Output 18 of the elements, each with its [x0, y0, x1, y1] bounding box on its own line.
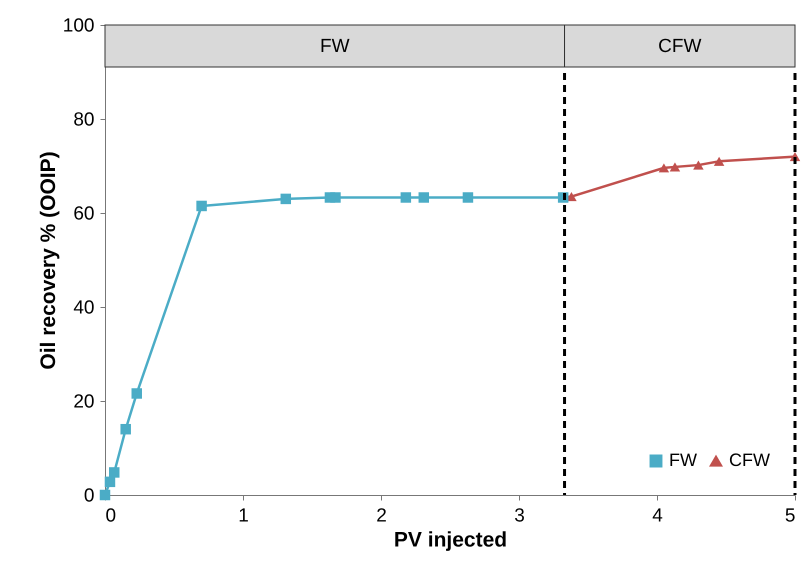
y-tick-label: 80 [73, 110, 94, 130]
y-tick-label: 40 [73, 298, 94, 318]
x-tick-label: 4 [652, 506, 664, 526]
x-tick-label: 1 [238, 506, 249, 526]
legend-label: FW [669, 450, 697, 470]
band-label: CFW [658, 36, 702, 57]
x-tick-label: 5 [784, 506, 796, 526]
y-tick-label: 20 [73, 392, 94, 412]
x-tick-label: 2 [376, 506, 387, 526]
band-label: FW [320, 36, 350, 57]
x-tick-label: 3 [514, 506, 525, 526]
legend-label: CFW [729, 450, 770, 470]
x-axis-title: PV injected [394, 528, 508, 552]
y-tick-label: 60 [73, 204, 94, 224]
y-tick-label: 0 [84, 486, 94, 506]
y-tick-label: 100 [62, 16, 94, 36]
y-axis-title: Oil recovery % (OOIP) [36, 151, 60, 370]
x-tick-label: 0 [106, 506, 116, 526]
